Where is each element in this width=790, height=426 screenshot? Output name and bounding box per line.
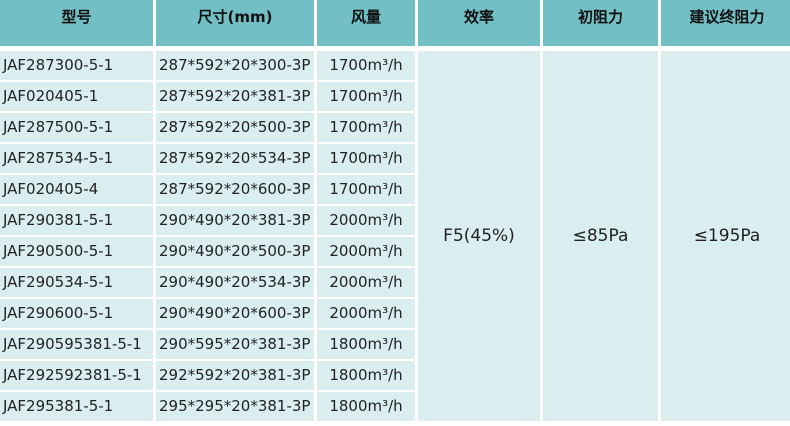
cell-airflow: 2000m³/h [317, 268, 415, 297]
cell-model: JAF287500-5-1 [0, 113, 153, 142]
merged-initial-resistance: ≤85Pa [543, 51, 658, 421]
cell-size: 290*595*20*381-3P [156, 330, 314, 359]
header-efficiency: 效率 [418, 0, 540, 46]
cell-airflow: 1800m³/h [317, 330, 415, 359]
cell-airflow: 1700m³/h [317, 51, 415, 80]
cell-size: 287*592*20*500-3P [156, 113, 314, 142]
cell-model: JAF295381-5-1 [0, 392, 153, 421]
merged-efficiency: F5(45%) [418, 51, 540, 421]
cell-airflow: 1800m³/h [317, 361, 415, 390]
cell-size: 290*490*20*600-3P [156, 299, 314, 328]
header-final-resistance: 建议终阻力 [661, 0, 790, 46]
cell-model: JAF290534-5-1 [0, 268, 153, 297]
cell-size: 287*592*20*381-3P [156, 82, 314, 111]
cell-airflow: 1700m³/h [317, 82, 415, 111]
cell-size: 292*592*20*381-3P [156, 361, 314, 390]
cell-airflow: 1700m³/h [317, 175, 415, 204]
cell-airflow: 2000m³/h [317, 206, 415, 235]
cell-size: 287*592*20*300-3P [156, 51, 314, 80]
header-model: 型号 [0, 0, 153, 46]
cell-size: 290*490*20*500-3P [156, 237, 314, 266]
cell-size: 295*295*20*381-3P [156, 392, 314, 421]
cell-model: JAF290600-5-1 [0, 299, 153, 328]
cell-model: JAF290595381-5-1 [0, 330, 153, 359]
cell-model: JAF290500-5-1 [0, 237, 153, 266]
cell-airflow: 1700m³/h [317, 144, 415, 173]
cell-model: JAF292592381-5-1 [0, 361, 153, 390]
cell-size: 287*592*20*600-3P [156, 175, 314, 204]
header-initial-resistance: 初阻力 [543, 0, 658, 46]
cell-airflow: 1800m³/h [317, 392, 415, 421]
cell-airflow: 1700m³/h [317, 113, 415, 142]
cell-size: 290*490*20*534-3P [156, 268, 314, 297]
cell-model: JAF020405-4 [0, 175, 153, 204]
cell-model: JAF020405-1 [0, 82, 153, 111]
cell-airflow: 2000m³/h [317, 299, 415, 328]
cell-model: JAF290381-5-1 [0, 206, 153, 235]
cell-airflow: 2000m³/h [317, 237, 415, 266]
header-airflow: 风量 [317, 0, 415, 46]
header-size: 尺寸(mm) [156, 0, 314, 46]
merged-final-resistance: ≤195Pa [661, 51, 790, 421]
cell-model: JAF287300-5-1 [0, 51, 153, 80]
cell-model: JAF287534-5-1 [0, 144, 153, 173]
cell-size: 287*592*20*534-3P [156, 144, 314, 173]
cell-size: 290*490*20*381-3P [156, 206, 314, 235]
